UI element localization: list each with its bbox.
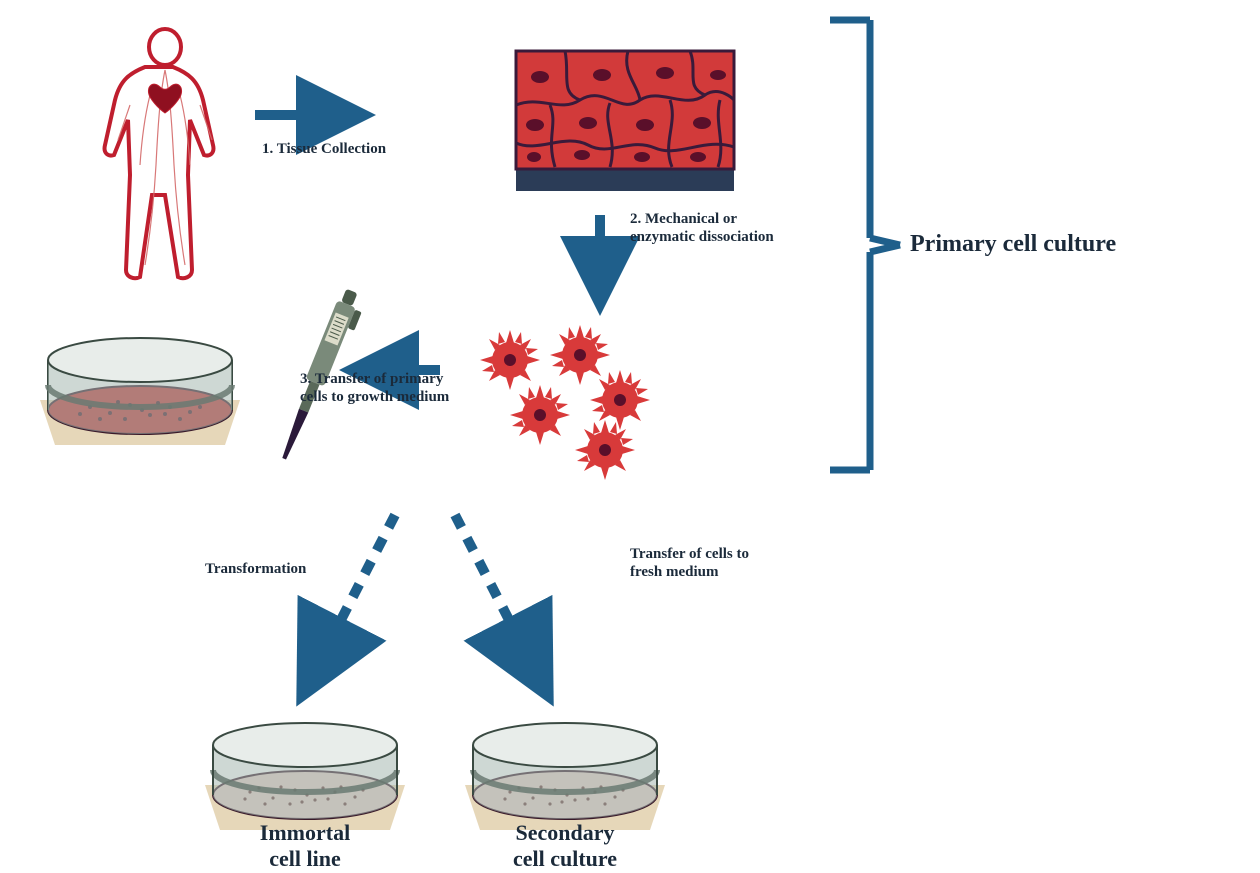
label-secondary: Secondary cell culture — [490, 820, 640, 873]
label-transfer-fresh: Transfer of cells to fresh medium — [630, 545, 749, 581]
label-immortal-line2: cell line — [269, 846, 340, 871]
label-step3-line2: cells to growth medium — [300, 389, 449, 405]
diagram-stage: 1. Tissue Collection 2. Mechanical or en… — [0, 0, 1260, 860]
dish-secondary-icon — [455, 700, 675, 840]
arrow-transformation — [310, 515, 395, 680]
dish-immortal-icon — [195, 700, 415, 840]
human-body-icon — [90, 25, 240, 285]
dish-primary-icon — [30, 315, 250, 455]
label-immortal: Immortal cell line — [240, 820, 370, 873]
label-step2-line1: 2. Mechanical or — [630, 211, 737, 227]
label-step3-line1: 3. Transfer of primary — [300, 371, 443, 387]
label-step3: 3. Transfer of primary cells to growth m… — [300, 370, 449, 406]
label-step2-line2: enzymatic dissociation — [630, 229, 774, 245]
bracket-primary-culture — [830, 20, 900, 470]
label-step1: 1. Tissue Collection — [262, 140, 386, 158]
label-step2: 2. Mechanical or enzymatic dissociation — [630, 210, 774, 246]
label-secondary-line1: Secondary — [516, 820, 615, 845]
label-secondary-line2: cell culture — [513, 846, 617, 871]
dissociated-cells-icon — [470, 320, 690, 480]
label-immortal-line1: Immortal — [260, 820, 350, 845]
label-transformation: Transformation — [205, 560, 306, 578]
tissue-block-icon — [510, 45, 740, 205]
arrow-secondary-transfer — [455, 515, 540, 680]
label-primary-culture: Primary cell culture — [910, 230, 1116, 259]
